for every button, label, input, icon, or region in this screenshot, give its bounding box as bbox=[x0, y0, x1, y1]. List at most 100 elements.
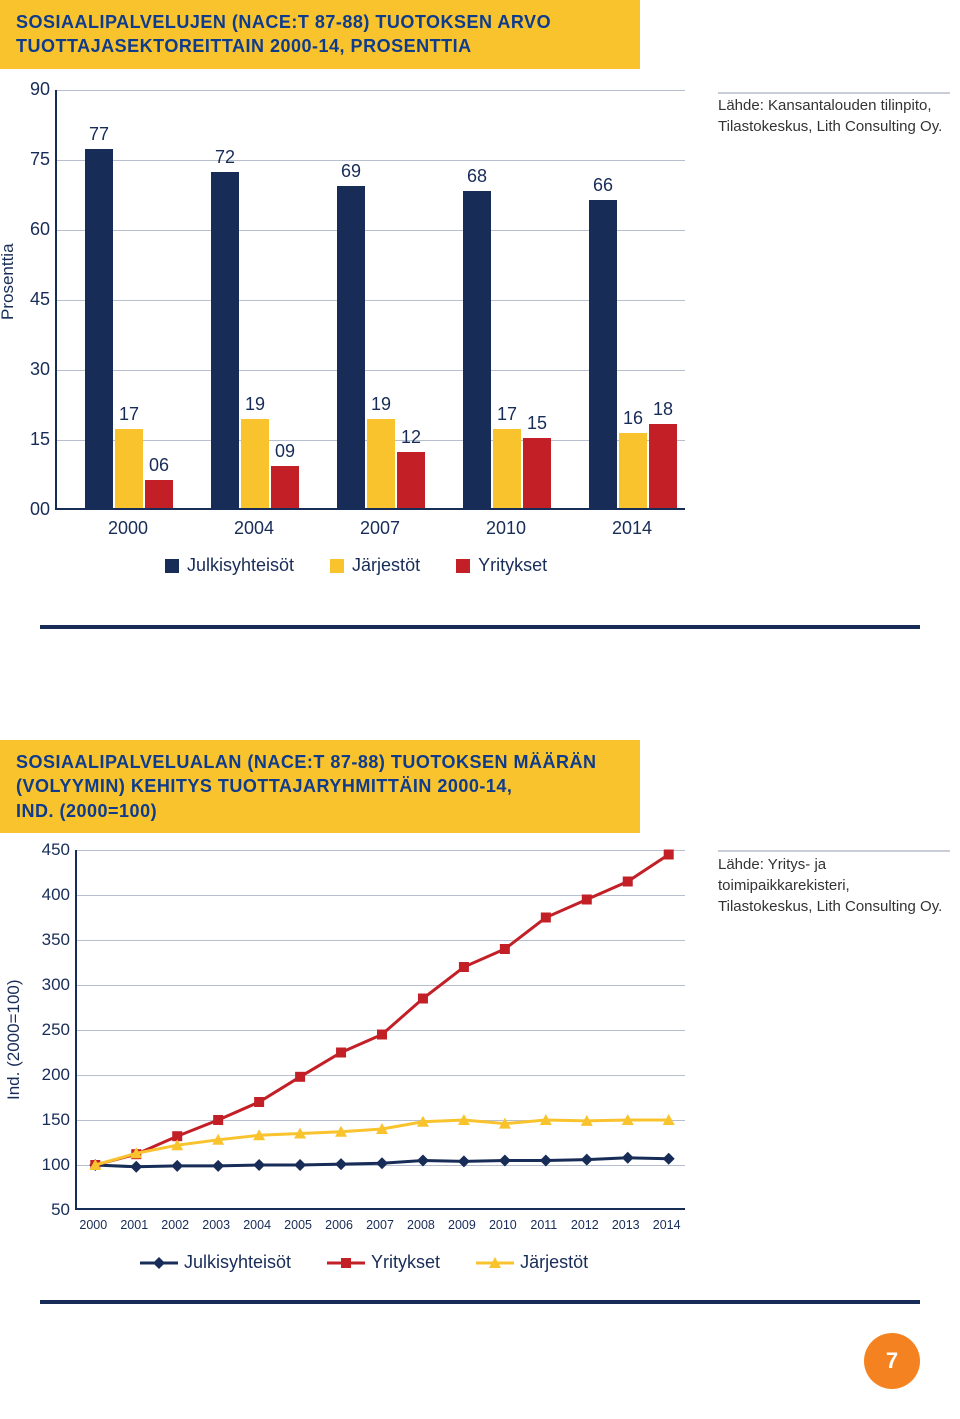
legend-item-julkisyhteisot: Julkisyhteisöt bbox=[140, 1252, 291, 1273]
line-chart-xlabel: 2012 bbox=[567, 1218, 603, 1232]
line-chart-xlabel: 2000 bbox=[75, 1218, 111, 1232]
line-marker bbox=[540, 1155, 552, 1167]
section-title-2: SOSIAALIPALVELUALAN (NACE:T 87-88) TUOTO… bbox=[0, 740, 640, 833]
line-marker bbox=[153, 1257, 165, 1269]
line-marker bbox=[459, 962, 469, 972]
line-marker bbox=[377, 1030, 387, 1040]
line-marker bbox=[336, 1048, 346, 1058]
line-marker bbox=[130, 1161, 142, 1173]
line-chart-ytick: 250 bbox=[34, 1020, 70, 1040]
bar-value-label: 06 bbox=[144, 455, 174, 476]
bar-value-label: 18 bbox=[648, 399, 678, 420]
bar-jarjestot bbox=[367, 419, 395, 508]
legend-label: Julkisyhteisöt bbox=[184, 1252, 291, 1273]
bar-jarjestot bbox=[619, 433, 647, 508]
bar-value-label: 66 bbox=[588, 175, 618, 196]
section-title-1-line1: SOSIAALIPALVELUJEN (NACE:T 87-88) TUOTOK… bbox=[16, 12, 551, 32]
legend-label: Yritykset bbox=[478, 555, 547, 575]
bar-chart: Prosenttia 77170672190969191268171566161… bbox=[0, 80, 705, 610]
legend-swatch bbox=[456, 559, 470, 573]
line-marker bbox=[663, 1153, 675, 1165]
section-title-1: SOSIAALIPALVELUJEN (NACE:T 87-88) TUOTOK… bbox=[0, 0, 640, 69]
source-separator-2 bbox=[718, 850, 950, 852]
line-chart-xlabel: 2004 bbox=[239, 1218, 275, 1232]
line-chart-xlabel: 2011 bbox=[526, 1218, 562, 1232]
line-marker bbox=[212, 1160, 224, 1172]
page-number: 7 bbox=[886, 1348, 898, 1374]
bar-value-label: 72 bbox=[210, 147, 240, 168]
legend-marker-icon bbox=[140, 1255, 178, 1271]
line-marker bbox=[213, 1115, 223, 1125]
bar-julkisyhteisot bbox=[85, 149, 113, 508]
source-note-1: Lähde: Kansantalouden tilinpito, Tilasto… bbox=[718, 95, 948, 137]
bar-yritykset bbox=[523, 438, 551, 508]
line-chart-ytick: 400 bbox=[34, 885, 70, 905]
section-title-2-line1: SOSIAALIPALVELUALAN (NACE:T 87-88) TUOTO… bbox=[16, 752, 597, 772]
bar-value-label: 12 bbox=[396, 427, 426, 448]
line-chart-svg bbox=[77, 850, 687, 1210]
bar-chart-ytick: 90 bbox=[18, 79, 50, 100]
bar-value-label: 17 bbox=[114, 404, 144, 425]
line-marker bbox=[622, 1152, 634, 1164]
section-separator-1 bbox=[40, 625, 920, 629]
bar-julkisyhteisot bbox=[463, 191, 491, 508]
line-chart-xlabel: 2001 bbox=[116, 1218, 152, 1232]
line-marker bbox=[341, 1258, 351, 1268]
bar-value-label: 77 bbox=[84, 124, 114, 145]
legend-item-julkisyhteisot: Julkisyhteisöt bbox=[165, 555, 294, 576]
legend-marker-icon bbox=[476, 1255, 514, 1271]
section-title-2-line3: IND. (2000=100) bbox=[16, 801, 157, 821]
line-marker bbox=[541, 913, 551, 923]
source-separator-1 bbox=[718, 92, 950, 94]
line-marker bbox=[253, 1159, 265, 1171]
line-marker bbox=[376, 1157, 388, 1169]
section-title-2-line2: (VOLYYMIN) KEHITYS TUOTTAJARYHMITTÄIN 20… bbox=[16, 776, 512, 796]
bar-chart-ytick: 00 bbox=[18, 499, 50, 520]
line-chart-plot bbox=[75, 850, 685, 1210]
line-chart-xlabel: 2003 bbox=[198, 1218, 234, 1232]
bar-jarjestot bbox=[493, 429, 521, 508]
legend-item-jarjestot: Järjestöt bbox=[476, 1252, 588, 1273]
section-separator-2 bbox=[40, 1300, 920, 1304]
bar-jarjestot bbox=[115, 429, 143, 508]
line-chart-xlabel: 2002 bbox=[157, 1218, 193, 1232]
line-marker bbox=[294, 1159, 306, 1171]
line-chart-ytick: 50 bbox=[34, 1200, 70, 1220]
bar-chart-ytick: 60 bbox=[18, 219, 50, 240]
bar-chart-xlabel: 2000 bbox=[73, 518, 183, 539]
source-note-2: Lähde: Yritys- ja toimipaikkarekisteri, … bbox=[718, 854, 948, 917]
line-marker bbox=[458, 1155, 470, 1167]
line-chart-xlabel: 2013 bbox=[608, 1218, 644, 1232]
bar-julkisyhteisot bbox=[211, 172, 239, 508]
bar-chart-xlabel: 2010 bbox=[451, 518, 561, 539]
line-chart-xlabel: 2009 bbox=[444, 1218, 480, 1232]
line-chart-ytick: 200 bbox=[34, 1065, 70, 1085]
bar-yritykset bbox=[649, 424, 677, 508]
bar-value-label: 15 bbox=[522, 413, 552, 434]
line-marker bbox=[295, 1072, 305, 1082]
line-marker bbox=[499, 1155, 511, 1167]
legend-label: Järjestöt bbox=[352, 555, 420, 575]
line-marker bbox=[417, 1155, 429, 1167]
page: SOSIAALIPALVELUJEN (NACE:T 87-88) TUOTOK… bbox=[0, 0, 960, 1419]
bar-chart-xlabel: 2014 bbox=[577, 518, 687, 539]
line-chart-ytick: 100 bbox=[34, 1155, 70, 1175]
bar-chart-xlabel: 2004 bbox=[199, 518, 309, 539]
line-chart: Ind. (2000=100) JulkisyhteisötYrityksetJ… bbox=[0, 840, 705, 1300]
bar-chart-ytick: 75 bbox=[18, 149, 50, 170]
line-marker bbox=[623, 877, 633, 887]
legend-marker-icon bbox=[327, 1255, 365, 1271]
line-chart-ytick: 300 bbox=[34, 975, 70, 995]
bar-yritykset bbox=[397, 452, 425, 508]
line-marker bbox=[254, 1097, 264, 1107]
bar-chart-plot: 771706721909691912681715661618 bbox=[55, 90, 685, 510]
legend-item-jarjestot: Järjestöt bbox=[330, 555, 420, 576]
bar-chart-gridline bbox=[57, 160, 685, 161]
section-title-1-line2: TUOTTAJASEKTOREITTAIN 2000-14, PROSENTTI… bbox=[16, 36, 472, 56]
line-marker bbox=[171, 1160, 183, 1172]
bar-value-label: 68 bbox=[462, 166, 492, 187]
line-chart-xlabel: 2006 bbox=[321, 1218, 357, 1232]
legend-label: Yritykset bbox=[371, 1252, 440, 1273]
bar-julkisyhteisot bbox=[337, 186, 365, 508]
bar-yritykset bbox=[271, 466, 299, 508]
